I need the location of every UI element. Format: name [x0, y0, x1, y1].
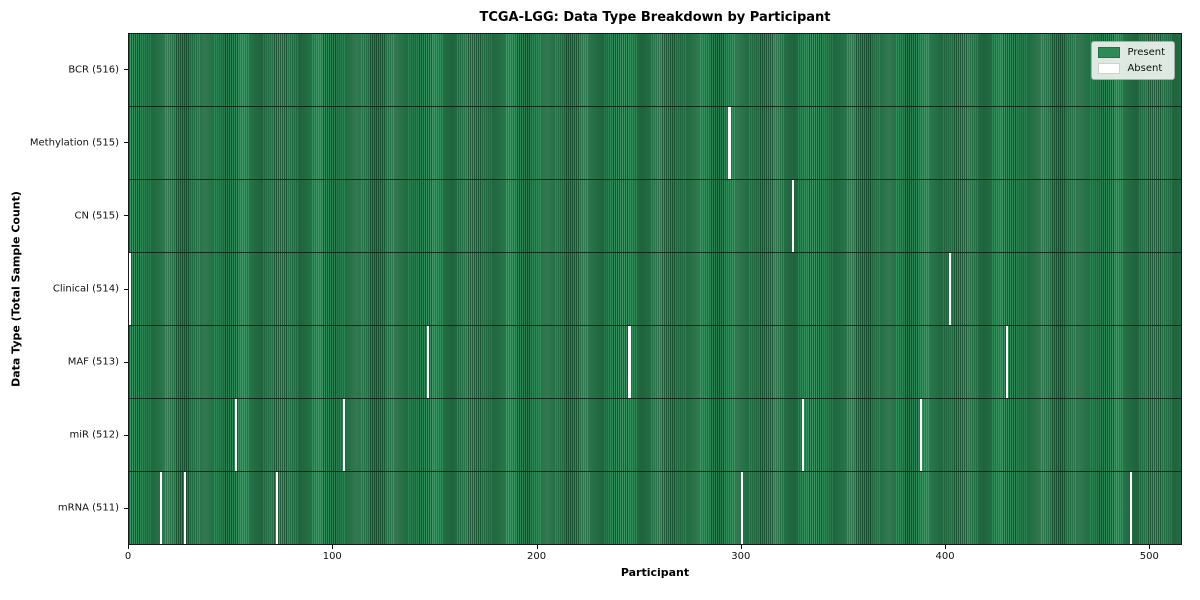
y-tick-mark: [124, 288, 128, 290]
legend: Present Absent: [1091, 41, 1175, 80]
x-tick-label-100: 100: [322, 551, 342, 562]
legend-label-absent: Absent: [1127, 62, 1163, 74]
absent-cell: [1005, 326, 1008, 398]
y-tick-label-CN: CN (515): [74, 210, 119, 222]
absent-cell: [129, 253, 132, 325]
x-tick-label-300: 300: [731, 551, 751, 562]
y-tick-mark: [124, 142, 128, 144]
x-tick-mark: [740, 545, 742, 549]
x-tick-mark: [128, 545, 129, 549]
absent-cell: [184, 472, 187, 544]
y-tick-mark: [124, 361, 128, 363]
legend-label-present: Present: [1127, 46, 1165, 58]
present-swatch: [1098, 47, 1121, 58]
heatmap-row-CN: [129, 180, 1181, 253]
x-tick-label-500: 500: [1139, 551, 1159, 562]
absent-cell: [920, 399, 923, 471]
absent-cell: [791, 180, 794, 252]
absent-cell: [159, 472, 162, 544]
absent-cell: [343, 399, 346, 471]
heatmap-row-Clinical: [129, 253, 1181, 326]
legend-item-absent: Absent: [1098, 63, 1165, 74]
x-tick-label-200: 200: [526, 551, 547, 562]
y-tick-mark: [124, 507, 128, 509]
absent-swatch: [1098, 63, 1121, 74]
absent-cell: [275, 472, 278, 544]
absent-cell: [728, 107, 731, 179]
y-tick-label-miR: miR (512): [69, 429, 119, 441]
y-tick-label-Clinical: Clinical (514): [52, 283, 119, 295]
x-tick-mark: [945, 545, 947, 549]
absent-cell: [235, 399, 238, 471]
y-tick-label-mRNA: mRNA (511): [57, 502, 119, 514]
absent-cell: [801, 399, 804, 471]
x-axis-label: Participant: [620, 566, 690, 579]
heatmap-rows: [129, 34, 1181, 544]
y-tick-label-BCR: BCR (516): [68, 64, 119, 76]
absent-cell: [426, 326, 429, 398]
heatmap-row-BCR: [129, 34, 1181, 107]
y-tick-mark: [124, 434, 128, 436]
plot-area: Present Absent: [128, 33, 1182, 545]
absent-cell: [948, 253, 951, 325]
chart-title: TCGA-LGG: Data Type Breakdown by Partici…: [479, 10, 831, 25]
heatmap-row-mRNA: [129, 472, 1181, 544]
x-tick-mark: [332, 545, 334, 549]
y-tick-label-MAF: MAF (513): [67, 356, 119, 368]
absent-cell: [740, 472, 743, 544]
x-tick-mark: [1149, 545, 1151, 549]
x-tick-label-400: 400: [935, 551, 955, 562]
heatmap-row-MAF: [129, 326, 1181, 399]
heatmap-row-Methylation: [129, 107, 1181, 180]
y-tick-mark: [124, 215, 128, 217]
absent-cell: [628, 326, 631, 398]
x-tick-mark: [536, 545, 538, 549]
y-tick-mark: [124, 69, 128, 71]
y-tick-label-Methylation: Methylation (515): [29, 137, 119, 149]
heatmap-row-miR: [129, 399, 1181, 472]
x-tick-label-0: 0: [124, 551, 132, 562]
absent-cell: [1130, 472, 1133, 544]
legend-item-present: Present: [1098, 47, 1165, 58]
